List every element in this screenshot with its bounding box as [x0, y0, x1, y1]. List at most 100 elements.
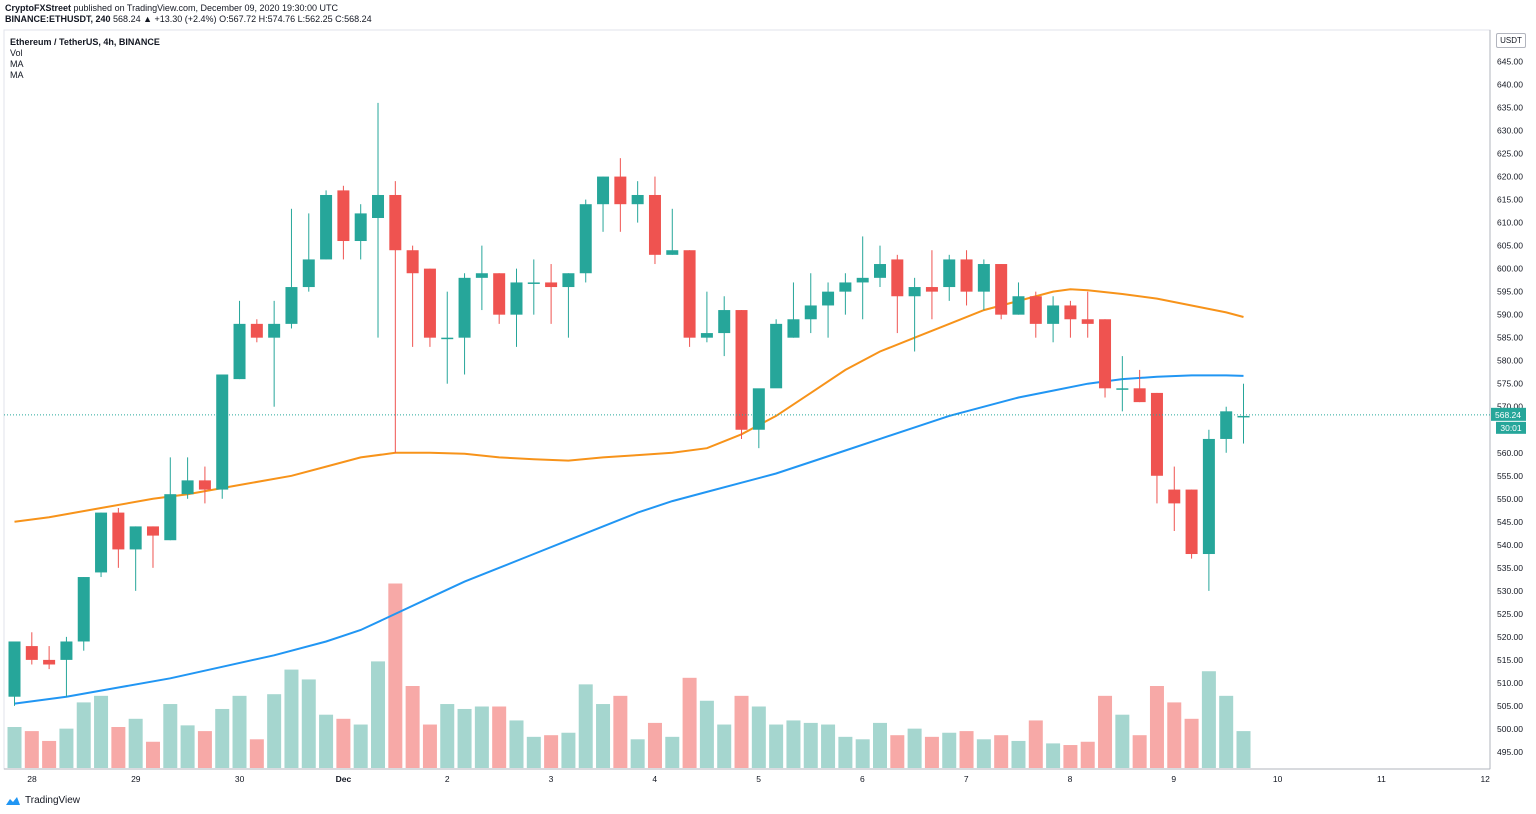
candle-body: [579, 204, 592, 274]
price-tick-label: 640.00: [1497, 80, 1523, 90]
volume-bar: [111, 727, 126, 768]
volume-bar: [1011, 740, 1026, 768]
time-tick-label: 7: [964, 774, 969, 784]
last-price-marker: 568.24 30:01: [4, 407, 1526, 434]
price-tick-label: 635.00: [1497, 103, 1523, 113]
symbol-label: BINANCE:ETHUSDT, 240: [5, 14, 111, 24]
volume-bar: [128, 718, 143, 768]
time-tick-label: 5: [756, 774, 761, 784]
candle-body: [8, 641, 21, 697]
candles: [8, 102, 1250, 706]
time-tick-label: 9: [1171, 774, 1176, 784]
volume-bar: [544, 735, 559, 768]
volume-bar: [578, 684, 593, 768]
volume-bar: [232, 695, 247, 768]
candle-body: [493, 273, 506, 315]
candle-body: [562, 273, 575, 288]
volume-bar: [7, 727, 22, 768]
legend-ma-2: MA: [10, 70, 24, 80]
time-tick-label: 29: [131, 774, 141, 784]
time-tick-label: 11: [1377, 774, 1386, 784]
candle-body: [320, 194, 333, 260]
ohlc-text: O:567.72 H:574.76 L:562.25 C:568.24: [219, 14, 372, 24]
candle-body: [510, 282, 523, 315]
volume-bar: [1132, 735, 1147, 768]
price-tick-label: 535.00: [1497, 563, 1523, 573]
volume-bar: [751, 706, 766, 768]
candle-body: [372, 194, 385, 219]
time-tick-label: 30: [235, 774, 245, 784]
volume-bar: [890, 735, 905, 768]
volume-bar: [249, 739, 264, 768]
candle-body: [164, 494, 177, 541]
volume-bar: [803, 722, 818, 768]
candle-body: [129, 526, 142, 550]
volume-bar: [1167, 702, 1182, 768]
candle-body: [25, 646, 38, 660]
candle-body: [1185, 489, 1198, 555]
time-tick-label: 3: [549, 774, 554, 784]
candle-body: [614, 176, 627, 205]
volume-bar: [647, 722, 662, 768]
candle-body: [1168, 489, 1181, 504]
price-tick-label: 525.00: [1497, 609, 1523, 619]
publish-info: CryptoFXStreet published on TradingView.…: [5, 3, 338, 13]
volume-bar: [682, 677, 697, 768]
candle-body: [822, 291, 835, 306]
symbol-info: BINANCE:ETHUSDT, 240 568.24 ▲ +13.30 (+2…: [5, 14, 372, 24]
ma-slow-line: [14, 374, 1244, 705]
volume-bar: [1236, 731, 1251, 768]
candle-body: [1116, 388, 1129, 390]
volume-bar: [474, 706, 489, 768]
price-tick-label: 555.00: [1497, 471, 1523, 481]
volume-bar: [994, 735, 1009, 768]
candle-body: [683, 250, 696, 338]
candle-body: [475, 273, 488, 278]
volume-bar: [284, 669, 299, 768]
candle-body: [1081, 319, 1094, 324]
volume-bar: [1149, 686, 1164, 768]
volume-bar: [353, 724, 368, 768]
tradingview-logo-icon: [6, 796, 20, 805]
footer-brand[interactable]: TradingView: [5, 795, 80, 806]
volume-bar: [440, 704, 455, 768]
volume-bar: [976, 739, 991, 768]
volume-bar: [717, 724, 732, 768]
candle-body: [458, 277, 471, 338]
last-price-text: 568.24: [113, 14, 141, 24]
volume-bar: [509, 720, 524, 768]
price-tick-label: 580.00: [1497, 356, 1523, 366]
candle-body: [943, 259, 956, 288]
candle-body: [1029, 296, 1042, 324]
volume-bar: [873, 722, 887, 768]
candle-body: [302, 259, 315, 288]
candle-body: [977, 264, 990, 292]
price-tick-label: 645.00: [1497, 57, 1523, 67]
time-tick-label: Dec: [336, 774, 352, 784]
volume-bar: [699, 700, 714, 768]
candle-body: [1133, 388, 1146, 403]
volume-bar: [596, 704, 611, 768]
volume-bar: [1201, 671, 1216, 768]
candle-body: [995, 264, 1008, 315]
volume-bar: [24, 731, 39, 768]
candle-body: [960, 259, 973, 292]
candle-body: [216, 374, 229, 490]
price-tick-label: 530.00: [1497, 586, 1523, 596]
volume-bar: [197, 731, 212, 768]
volume-bar: [561, 732, 576, 768]
volume-bar: [821, 724, 836, 768]
volume-bar: [145, 741, 160, 768]
candle-body: [1150, 392, 1163, 476]
volume-bar: [942, 732, 957, 768]
volume-bar: [665, 736, 680, 768]
currency-unit-label[interactable]: USDT: [1496, 33, 1526, 48]
price-tick-label: 545.00: [1497, 517, 1523, 527]
price-tick-label: 605.00: [1497, 241, 1523, 251]
price-tick-label: 615.00: [1497, 195, 1523, 205]
candle-body: [233, 323, 246, 380]
candle-body: [337, 190, 350, 242]
price-tick-label: 585.00: [1497, 333, 1523, 343]
price-tick-label: 550.00: [1497, 494, 1523, 504]
